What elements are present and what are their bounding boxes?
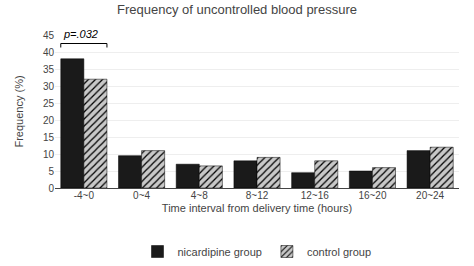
svg-text:Frequency (%): Frequency (%) — [13, 75, 25, 147]
svg-text:4~8: 4~8 — [191, 190, 208, 201]
svg-text:16~20: 16~20 — [358, 190, 387, 201]
svg-text:8~12: 8~12 — [246, 190, 269, 201]
svg-text:10: 10 — [43, 149, 55, 160]
svg-text:40: 40 — [43, 47, 55, 58]
svg-text:nicardipine group: nicardipine group — [178, 246, 262, 258]
svg-text:-4~0: -4~0 — [74, 190, 95, 201]
svg-text:25: 25 — [43, 98, 55, 109]
svg-text:Time interval from delivery ti: Time interval from delivery time (hours) — [162, 202, 352, 214]
svg-text:15: 15 — [43, 132, 55, 143]
svg-text:20: 20 — [43, 115, 55, 126]
svg-text:5: 5 — [48, 166, 54, 177]
svg-text:0: 0 — [48, 183, 54, 194]
svg-text:0~4: 0~4 — [133, 190, 150, 201]
svg-text:35: 35 — [43, 64, 55, 75]
svg-text:20~24: 20~24 — [416, 190, 445, 201]
svg-text:p=.032: p=.032 — [63, 28, 98, 40]
svg-text:12~16: 12~16 — [301, 190, 330, 201]
svg-text:control group: control group — [307, 246, 371, 258]
svg-text:Frequency of uncontrolled bloo: Frequency of uncontrolled blood pressure — [117, 2, 357, 17]
svg-text:30: 30 — [43, 81, 55, 92]
svg-text:45: 45 — [43, 30, 55, 41]
